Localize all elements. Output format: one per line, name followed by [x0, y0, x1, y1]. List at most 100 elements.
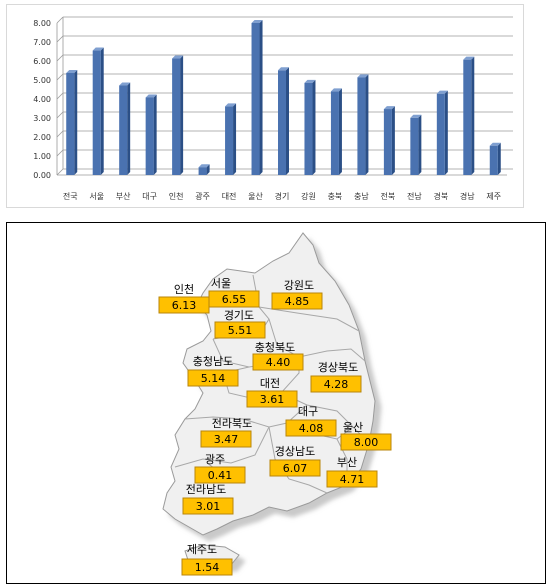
bar-chart-panel: 0.00 1.00 2.00 3.00 4.00 5.00 6.00 7.00 8.00 전국 서울… [6, 4, 524, 208]
region-name: 경상북도 [318, 361, 358, 374]
x-tick-label: 충남 [354, 192, 369, 201]
region-name: 경기도 [224, 309, 254, 322]
region-label-전라북도: 전라북도 3.47 [200, 417, 252, 448]
x-tick-label: 충북 [328, 192, 343, 201]
region-value: 4.40 [266, 356, 291, 369]
value-box [182, 497, 234, 515]
bar-인천 [172, 55, 184, 175]
region-label-대구: 대구 4.08 [285, 405, 337, 437]
bar-경기 [278, 67, 289, 175]
x-tick-label: 대구 [142, 192, 157, 201]
region-value: 4.28 [324, 378, 349, 391]
value-box [340, 433, 392, 451]
region-name: 부산 [337, 456, 357, 469]
bar-전북 [383, 106, 395, 175]
value-box [271, 292, 323, 310]
x-tick-label: 광주 [195, 191, 210, 201]
region-label-광주: 광주 0.41 [194, 453, 246, 484]
y-tick-label: 4.00 [33, 95, 51, 104]
value-box [181, 558, 233, 576]
value-box [194, 466, 246, 484]
region-label-강원도: 강원도 4.85 [271, 279, 323, 310]
region-value: 3.01 [196, 500, 221, 513]
value-box [208, 290, 260, 308]
region-value: 4.85 [285, 295, 310, 308]
region-value: 3.61 [260, 393, 285, 406]
region-label-인천: 인천 6.13 [158, 282, 210, 314]
bar-대전 [225, 103, 237, 175]
region-label-서울: 서울 6.55 [208, 277, 260, 308]
region-name: 강원도 [284, 279, 314, 292]
region-label-전라남도: 전라남도 3.01 [182, 483, 234, 515]
value-box [246, 390, 298, 408]
region-name: 제주도 [187, 543, 217, 556]
region-name: 충청남도 [193, 355, 233, 368]
value-box [285, 419, 337, 437]
bar-부산 [119, 82, 131, 175]
region-label-경상남도: 경상남도 6.07 [269, 445, 321, 477]
x-tick-label: 경기 [275, 191, 290, 201]
x-tick-label: 강원 [301, 191, 316, 201]
x-tick-label: 서울 [89, 192, 104, 201]
region-value: 1.54 [195, 561, 220, 574]
x-tick-label: 전국 [63, 191, 78, 201]
region-label-울산: 울산 8.00 [340, 421, 392, 451]
bar-경북 [436, 90, 448, 175]
region-name: 광주 [205, 453, 225, 466]
y-tick-label: 8.00 [33, 19, 51, 28]
x-tick-label: 인천 [169, 191, 184, 201]
region-value: 5.51 [228, 324, 253, 337]
y-tick-label: 1.00 [33, 152, 51, 161]
region-label-부산: 부산 4.71 [326, 456, 378, 488]
bar-서울 [92, 47, 104, 175]
bar-전남 [410, 114, 422, 175]
bar-충남 [357, 74, 369, 175]
region-value: 4.71 [340, 473, 365, 486]
region-label-경기도: 경기도 5.51 [214, 309, 266, 339]
value-box [187, 369, 239, 387]
region-name: 서울 [211, 277, 231, 290]
region-value: 6.55 [222, 293, 247, 306]
bar-울산 [251, 20, 263, 175]
bar-제주 [489, 142, 501, 175]
region-name: 대구 [298, 405, 318, 418]
region-name: 대전 [260, 377, 280, 390]
y-tick-label: 2.00 [33, 133, 51, 142]
region-name: 충청북도 [255, 341, 295, 354]
region-name: 인천 [174, 282, 194, 296]
region-value: 8.00 [354, 436, 379, 449]
x-tick-label: 제주 [486, 192, 501, 201]
y-tick-label: 0.00 [33, 171, 51, 180]
y-tick-label: 7.00 [33, 38, 51, 47]
bar-경남 [463, 56, 475, 175]
region-value: 4.08 [299, 422, 324, 435]
region-label-제주도: 제주도 1.54 [181, 543, 233, 576]
region-value: 6.13 [172, 299, 197, 312]
region-value: 0.41 [208, 469, 233, 482]
y-tick-label: 5.00 [33, 76, 51, 85]
x-tick-label: 울산 [248, 191, 263, 201]
region-label-경상북도: 경상북도 4.28 [310, 361, 362, 393]
x-tick-label: 전북 [381, 191, 396, 201]
region-name: 전라남도 [186, 483, 226, 496]
bar-광주 [198, 164, 210, 175]
region-label-충청남도: 충청남도 5.14 [187, 355, 239, 387]
x-tick-label: 대전 [222, 191, 237, 201]
region-name: 전라북도 [212, 417, 252, 430]
bar-chart: 0.00 1.00 2.00 3.00 4.00 5.00 6.00 7.00 8.00 전국 서울… [33, 16, 513, 201]
region-label-충청북도: 충청북도 4.40 [252, 341, 304, 371]
x-tick-label: 경남 [460, 191, 475, 201]
region-name: 울산 [343, 421, 363, 434]
region-value: 6.07 [283, 462, 308, 475]
region-label-대전: 대전 3.61 [246, 377, 298, 408]
x-tick-label: 부산 [116, 191, 131, 201]
value-box [252, 353, 304, 371]
bar-전국 [66, 69, 78, 175]
bar-강원 [304, 79, 316, 175]
x-tick-label: 전남 [407, 191, 422, 201]
x-tick-label: 경북 [433, 191, 448, 201]
y-tick-label: 6.00 [33, 57, 51, 66]
region-value: 3.47 [214, 433, 239, 446]
value-box [214, 321, 266, 339]
